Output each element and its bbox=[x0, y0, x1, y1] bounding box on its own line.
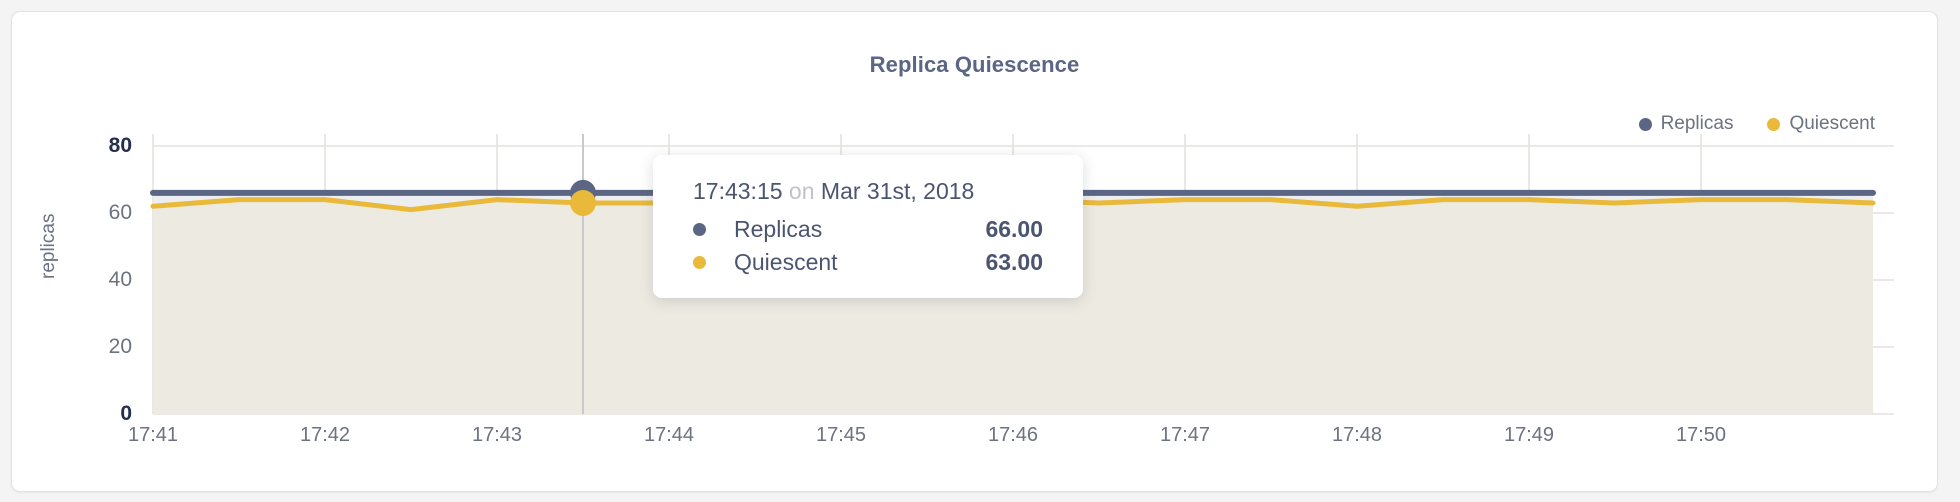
tooltip-series-label: Replicas bbox=[734, 216, 823, 242]
tooltip-row-quiescent: Quiescent 63.00 bbox=[693, 249, 1043, 276]
legend-label: Replicas bbox=[1660, 113, 1734, 134]
circle-dot-icon bbox=[1767, 117, 1781, 131]
chart-card: Replica Quiescence Replicas Quiescent re… bbox=[11, 11, 1938, 492]
tooltip-time: 17:43:15 bbox=[693, 178, 783, 204]
circle-dot-icon bbox=[693, 223, 706, 236]
circle-dot-icon bbox=[693, 256, 706, 269]
chart-plot-area[interactable] bbox=[12, 12, 1939, 493]
tooltip-series-value: 66.00 bbox=[985, 216, 1043, 242]
chart-tooltip: 17:43:15 on Mar 31st, 2018 Replicas 66.0… bbox=[653, 155, 1083, 298]
page-title: Replica Quiescence bbox=[869, 52, 1080, 77]
tooltip-row-replicas: Replicas 66.00 bbox=[693, 216, 1043, 243]
chart-legend: Replicas Quiescent bbox=[1638, 113, 1875, 135]
tooltip-series-value: 63.00 bbox=[985, 249, 1043, 275]
tooltip-series-label: Quiescent bbox=[734, 249, 838, 275]
legend-item-quiescent[interactable]: Quiescent bbox=[1767, 113, 1875, 135]
tooltip-timestamp: 17:43:15 on Mar 31st, 2018 bbox=[693, 178, 1043, 205]
circle-dot-icon bbox=[1638, 117, 1652, 131]
tooltip-date: Mar 31st, 2018 bbox=[820, 178, 975, 204]
tooltip-connector: on bbox=[788, 178, 815, 204]
legend-label: Quiescent bbox=[1789, 113, 1875, 134]
legend-item-replicas[interactable]: Replicas bbox=[1638, 113, 1734, 135]
